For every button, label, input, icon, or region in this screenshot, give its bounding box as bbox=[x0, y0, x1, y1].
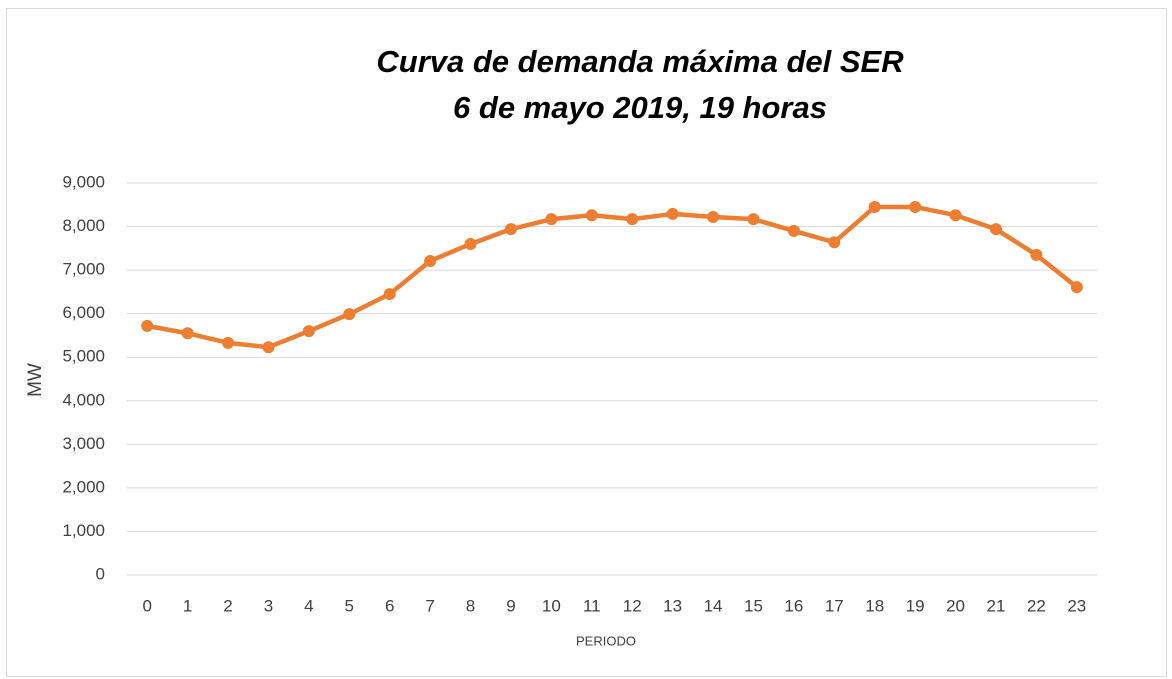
data-point bbox=[181, 327, 194, 340]
x-tick-label: 19 bbox=[906, 596, 925, 615]
y-tick-label: 0 bbox=[96, 564, 105, 583]
data-point bbox=[302, 325, 315, 338]
x-tick-label: 17 bbox=[825, 596, 844, 615]
y-tick-label: 2,000 bbox=[62, 477, 105, 496]
data-point bbox=[989, 223, 1002, 236]
y-axis-label: MW bbox=[25, 363, 46, 397]
y-tick-label: 3,000 bbox=[62, 434, 105, 453]
data-point bbox=[747, 213, 760, 226]
x-tick-label: 9 bbox=[506, 596, 515, 615]
y-tick-label: 8,000 bbox=[62, 216, 105, 235]
chart-subtitle: 6 de mayo 2019, 19 horas bbox=[453, 90, 827, 125]
x-tick-label: 4 bbox=[304, 596, 313, 615]
x-tick-label: 1 bbox=[183, 596, 192, 615]
series-line bbox=[146, 204, 1079, 350]
data-point bbox=[868, 200, 881, 213]
x-tick-label: 11 bbox=[583, 596, 601, 615]
x-tick-label: 5 bbox=[345, 596, 354, 615]
data-point bbox=[1070, 281, 1083, 294]
data-point bbox=[262, 341, 275, 354]
data-point bbox=[666, 207, 679, 220]
data-point bbox=[343, 308, 356, 321]
x-tick-label: 3 bbox=[264, 596, 273, 615]
data-point bbox=[141, 319, 154, 332]
y-tick-label: 5,000 bbox=[62, 347, 105, 366]
data-point bbox=[424, 254, 437, 267]
x-tick-label: 7 bbox=[425, 596, 434, 615]
x-tick-label: 2 bbox=[223, 596, 232, 615]
x-axis-label: PERIODO bbox=[576, 633, 636, 648]
data-point bbox=[909, 200, 922, 213]
data-point bbox=[222, 336, 235, 349]
x-tick-label: 15 bbox=[744, 596, 763, 615]
data-point bbox=[504, 223, 517, 236]
y-tick-label: 9,000 bbox=[62, 172, 105, 191]
chart-border bbox=[6, 8, 1167, 677]
data-point bbox=[787, 224, 800, 237]
chart-title: Curva de demanda máxima del SER bbox=[376, 44, 904, 79]
x-tick-label: 20 bbox=[946, 596, 965, 615]
data-point bbox=[707, 210, 720, 223]
x-tick-label: 22 bbox=[1027, 596, 1046, 615]
data-point bbox=[464, 237, 477, 250]
data-point bbox=[828, 236, 841, 249]
x-tick-label: 10 bbox=[542, 596, 561, 615]
x-tick-label: 21 bbox=[986, 596, 1005, 615]
data-point bbox=[545, 213, 558, 226]
x-tick-label: 12 bbox=[623, 596, 642, 615]
x-tick-label: 6 bbox=[385, 596, 394, 615]
x-tick-label: 8 bbox=[466, 596, 475, 615]
y-tick-label: 4,000 bbox=[62, 390, 105, 409]
data-point bbox=[383, 288, 396, 301]
y-tick-label: 6,000 bbox=[62, 303, 105, 322]
data-point bbox=[626, 213, 639, 226]
data-point bbox=[585, 209, 598, 222]
y-tick-label: 7,000 bbox=[62, 260, 105, 279]
x-tick-label: 0 bbox=[142, 596, 151, 615]
x-tick-label: 23 bbox=[1067, 596, 1086, 615]
x-tick-label: 13 bbox=[663, 596, 682, 615]
x-tick-label: 14 bbox=[704, 596, 723, 615]
y-tick-label: 1,000 bbox=[62, 521, 105, 540]
data-point bbox=[1030, 248, 1043, 261]
data-point bbox=[949, 209, 962, 222]
x-tick-label: 18 bbox=[865, 596, 884, 615]
x-tick-label: 16 bbox=[784, 596, 803, 615]
